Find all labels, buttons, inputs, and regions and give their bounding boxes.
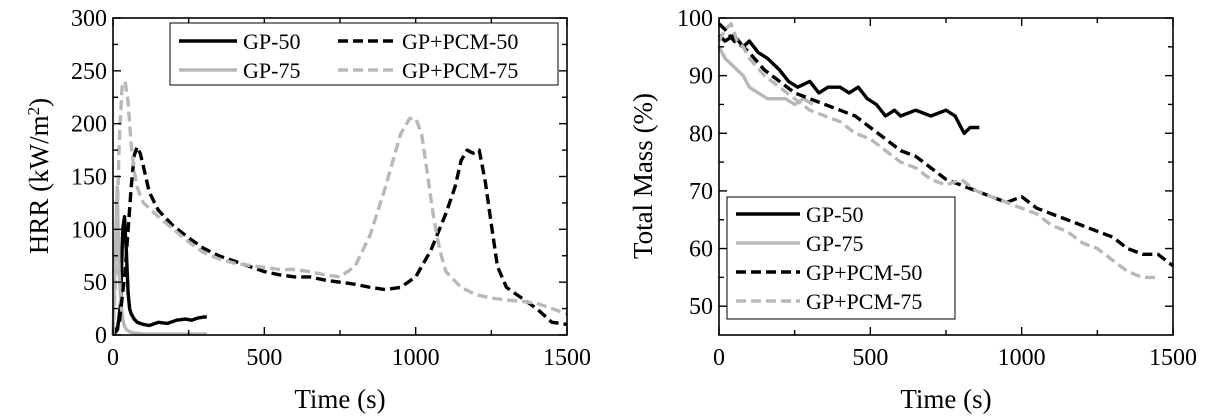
legend-box [169,22,559,86]
y-tick-label: 100 [71,217,107,243]
y-tick-label: 150 [71,165,107,191]
y-tick-label: 200 [71,112,107,138]
series-line-gp-pcm-75 [111,79,568,336]
y-tick-label: 80 [689,121,713,147]
legend-label-gp-pcm-75: GP+PCM-75 [402,58,518,83]
legend-label-gp-75: GP-75 [243,58,300,83]
legend-label-gp-50: GP-50 [243,29,300,54]
x-axis-label: Time (s) [294,384,385,414]
x-axis-label: Time (s) [900,384,991,414]
x-tick-label: 1000 [392,345,440,371]
legend-label-gp-pcm-75: GP+PCM-75 [806,289,922,314]
series-line-gp-50 [111,214,207,337]
series-line-gp-50 [717,33,980,136]
series-line-gp-75 [717,46,814,107]
x-tick-label: 1000 [998,345,1046,371]
legend-label-gp-50: GP-50 [806,202,863,227]
y-axis-label: HRR (kW/m2) [24,98,55,254]
legend-label-gp-75: GP-75 [806,231,863,256]
x-tick-label: 0 [107,345,119,371]
legend: GP-50 GP-75 GP+PCM-50 GP+PCM-75 [169,22,559,86]
x-tick-label: 1500 [1149,345,1197,371]
y-tick-label: 250 [71,59,107,85]
y-axis-label: Total Mass (%) [628,93,658,259]
y-tick-label: 90 [689,64,713,90]
legend: GP-50 GP-75 GP+PCM-50 GP+PCM-75 [726,196,956,320]
legend-box [726,196,956,320]
y-tick-label: 60 [689,237,713,263]
axis-ticks: 0 500 1000 1500 50 60 70 80 90 100 [677,6,1197,371]
series-layer [717,22,1175,280]
x-tick-label: 0 [713,345,725,371]
y-tick-label: 70 [689,179,713,205]
chart-total-mass: 0 500 1000 1500 50 60 70 80 90 100 Time (s) Total… [628,6,1197,414]
y-tick-label: 100 [677,6,713,32]
series-line-gp-pcm-50 [111,145,568,336]
x-tick-label: 1500 [543,345,591,371]
series-layer [111,79,568,337]
series-line-gp-pcm-50 [717,22,1175,268]
axis-ticks: 0 500 1000 1500 0 50 100 150 200 250 300 [71,6,591,371]
y-tick-label: 50 [689,294,713,320]
x-tick-label: 500 [246,345,282,371]
y-tick-label: 300 [71,6,107,32]
y-tick-label: 50 [83,270,107,296]
legend-label-gp-pcm-50: GP+PCM-50 [806,260,922,285]
legend-label-gp-pcm-50: GP+PCM-50 [402,29,518,54]
series-line-gp-pcm-75 [717,22,1158,280]
x-tick-label: 500 [852,345,888,371]
y-tick-label: 0 [95,323,107,349]
